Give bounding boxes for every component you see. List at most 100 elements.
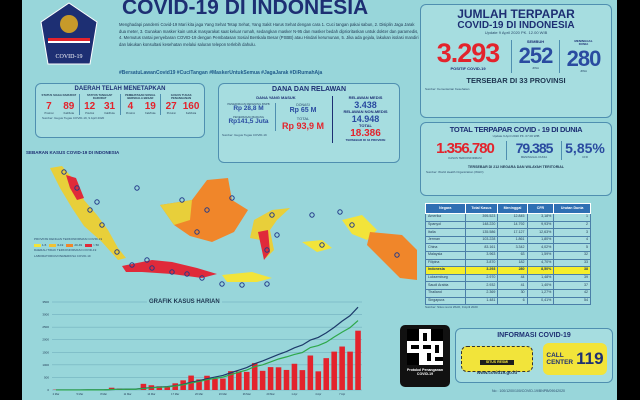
meninggal-unit: JIWA	[579, 68, 588, 73]
table-row: China 83.161 3.342 4,02% 5	[425, 243, 591, 252]
daily-case-bar	[291, 363, 298, 390]
table-cell: 6	[497, 296, 528, 306]
sembuh-label: SEMBUH	[526, 38, 545, 44]
table-cell: 135.586	[464, 228, 499, 237]
daily-case-bar	[164, 387, 171, 390]
nusa-tenggara	[222, 272, 272, 282]
lab-marker	[94, 199, 100, 205]
center-label: CENTER	[546, 359, 574, 367]
table-cell: 3.963	[464, 250, 499, 260]
table-row: Filipina 3.870 182 4,70% 33	[425, 258, 591, 268]
table-cell: 103.228	[464, 235, 499, 245]
legend-swatch	[85, 243, 93, 247]
daerah-panel: DAERAH TELAH MENETAPKAN STATUS SIAGA DAR…	[35, 83, 205, 138]
legend-item: 1-5	[34, 243, 46, 248]
x-tick-label: 1 Apr	[291, 392, 297, 396]
lab-marker	[194, 229, 200, 235]
table-cell: 5	[553, 243, 591, 252]
table-cell: 3	[553, 228, 591, 237]
lab-marker	[129, 262, 135, 268]
dunia-cfr-label: CFR	[582, 154, 588, 159]
legend-item: 20-49	[66, 242, 83, 248]
daily-case-bar	[323, 358, 330, 390]
y-tick-label: 2500	[42, 325, 49, 329]
daerah-count-label: Kab/Kota	[185, 111, 197, 115]
table-cell: 1,40%	[526, 281, 555, 290]
daerah-count: 4	[127, 100, 134, 112]
table-cell: Singapura	[425, 296, 466, 306]
legend-label: 20-49	[74, 242, 83, 247]
table-cell: 1,27%	[526, 288, 555, 298]
table-cell: 2	[553, 220, 591, 230]
lab-marker	[319, 242, 325, 248]
table-cell: 41	[497, 281, 528, 290]
daerah-count: 89	[63, 100, 75, 112]
table-cell: 395.523	[464, 213, 499, 222]
daily-case-bar	[220, 378, 226, 390]
info-panel: INFORMASI COVID-19 SITUS RESMI www.covid…	[455, 328, 613, 383]
table-cell: 12.845	[497, 213, 528, 222]
table-row: Singapura 1.481 6 0,41% 54	[425, 296, 591, 306]
x-tick-label: 4 Apr	[315, 392, 321, 396]
table-row: Thailand 2.369 30 1,27% 42	[425, 288, 591, 298]
daerah-count-label: Provinsi	[85, 111, 95, 115]
lab-marker	[87, 207, 93, 213]
table-cell: 38	[553, 266, 591, 275]
dana-title: DANA DAN RELAWAN	[271, 86, 347, 93]
qr-code-icon	[407, 329, 443, 365]
info-title: INFORMASI COVID-19	[497, 332, 571, 339]
document-number: No : 100/1200/100/COVID-19/BNPB/09042020	[492, 389, 565, 393]
sembuh-unit: JIWA	[531, 66, 540, 71]
daily-case-bar	[204, 375, 210, 390]
table-cell: Amerika	[425, 213, 466, 222]
lab-marker	[349, 222, 355, 228]
call-center-button[interactable]: CALL CENTER 119	[543, 343, 607, 376]
daily-case-bar	[307, 355, 314, 390]
daily-case-bar	[259, 370, 266, 390]
relawan-medis-label: RELAWAN MEDIS	[348, 95, 383, 101]
lab-marker	[239, 282, 245, 288]
daerah-count: 160	[182, 100, 200, 112]
legend-swatch	[34, 243, 41, 247]
x-tick-label: 7 Apr	[339, 392, 345, 396]
daerah-count: 7	[46, 100, 52, 112]
lab-marker	[114, 249, 120, 255]
table-cell: 280	[497, 266, 528, 275]
dana-source: Sumber: Gugus Tugas COVID-19	[222, 133, 267, 138]
website-link[interactable]: SITUS RESMI www.covid19.go.id	[461, 346, 533, 375]
lab-marker	[309, 212, 315, 218]
table-row: Jerman 103.228 1.861 1,80% 4	[425, 235, 591, 245]
column-header: CFR	[526, 203, 555, 214]
item2-value: Rp141,5 Juta	[228, 118, 269, 126]
daily-case-bar	[140, 383, 147, 390]
relawan-medis-value: 3.438	[354, 99, 377, 110]
daerah-group: PEMBATASAN SOSIAL BERSKALA BESAR 4 Provins…	[121, 93, 162, 115]
lab-marker	[74, 185, 80, 191]
table-cell: 9,93%	[526, 220, 555, 230]
x-tick-label: 14 Mar	[147, 392, 155, 396]
daily-case-bar	[339, 346, 345, 390]
table-cell: 2.932	[464, 281, 499, 290]
column-header: Negara	[425, 203, 466, 214]
map-title: SEBARAN KASUS COVID-19 DI INDONESIA	[26, 150, 120, 155]
lab-marker	[179, 197, 185, 203]
table-cell: Thailand	[425, 288, 466, 298]
dana-masuk-title: DANA YANG MASUK	[256, 95, 296, 101]
donasi-label: DONASI	[296, 102, 310, 107]
table-cell: 30	[497, 288, 528, 298]
dunia-source: Sumber: World Health Organization (WHO)	[426, 170, 484, 175]
legend-note-2: LABORATORIUM PEMERIKSA COVID-19	[34, 253, 91, 258]
hashtags: #BersatuLawanCovid19 #CuciTangan #Masker…	[119, 70, 323, 76]
table-row: Spanyol 148.220 14.792 9,93% 2	[425, 220, 591, 230]
daerah-group-label: STATUS SIAGA DARURAT	[41, 92, 77, 97]
qr-card[interactable]: Protokol Penanganan COVID-19	[400, 325, 450, 387]
x-tick-label: 5 Mar	[77, 392, 84, 396]
daily-case-bar	[267, 367, 274, 390]
provinsi-count: TERSEBAR DI 33 PROVINSI	[466, 76, 566, 86]
table-cell: 3.870	[464, 258, 499, 268]
daerah-count: 27	[165, 100, 177, 112]
daerah-count-label: Provinsi	[44, 111, 54, 115]
x-tick-label: 20 Mar	[195, 392, 203, 396]
x-tick-label: 17 Mar	[171, 392, 179, 396]
table-row: Italia 135.586 17.127 12,63% 3	[425, 228, 591, 237]
